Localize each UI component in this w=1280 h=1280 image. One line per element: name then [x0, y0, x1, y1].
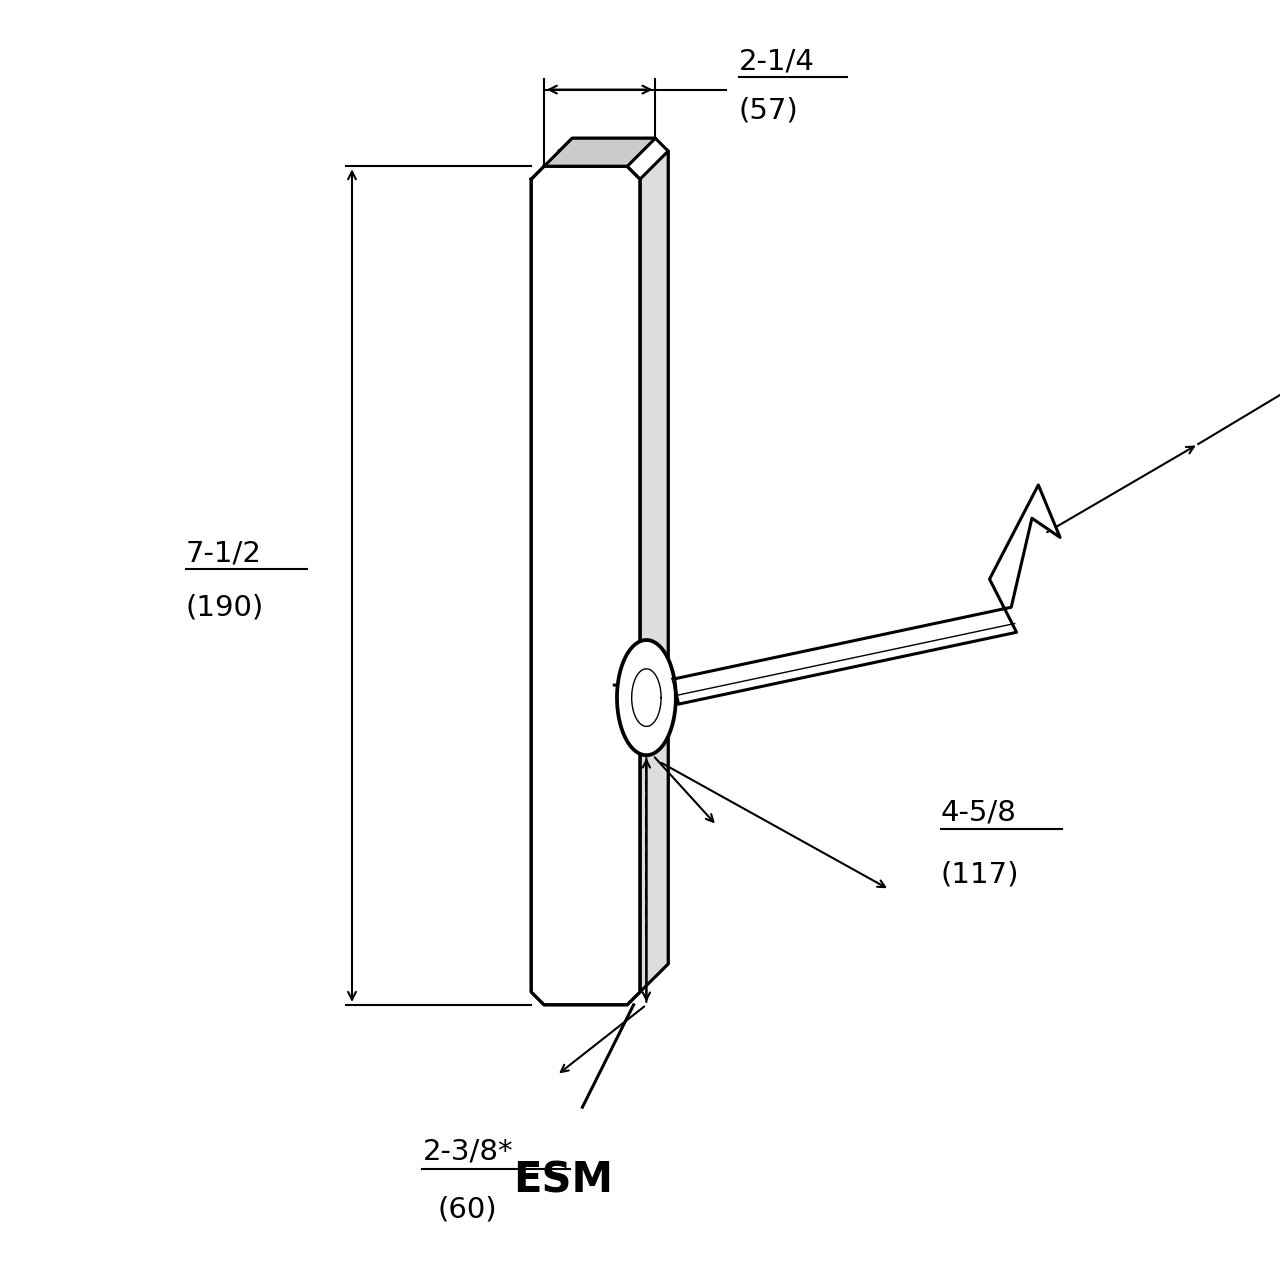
Text: (117): (117) [941, 860, 1019, 888]
Text: 2-1/4: 2-1/4 [739, 47, 814, 76]
Polygon shape [617, 640, 676, 755]
Polygon shape [640, 151, 668, 992]
Text: (60): (60) [438, 1196, 498, 1224]
Polygon shape [544, 138, 655, 166]
Text: (190): (190) [186, 594, 264, 621]
Text: (57): (57) [739, 96, 799, 124]
Polygon shape [673, 485, 1060, 704]
Polygon shape [531, 166, 640, 1005]
Polygon shape [531, 166, 640, 1005]
Text: 2-3/8*: 2-3/8* [422, 1138, 513, 1166]
Polygon shape [559, 138, 668, 977]
Text: 4-5/8: 4-5/8 [941, 799, 1016, 827]
Text: ESM: ESM [513, 1160, 613, 1201]
Text: 7-1/2: 7-1/2 [186, 540, 261, 567]
